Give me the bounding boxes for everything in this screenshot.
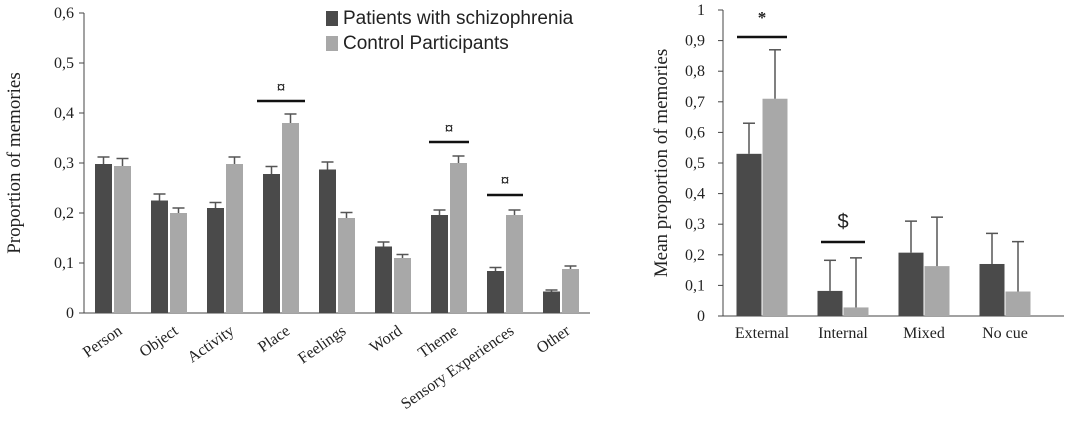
- bar-person-patients: [95, 164, 112, 313]
- x-tick-label-external: External: [735, 325, 790, 342]
- significance-marker-sensory-experiences: ¤: [501, 171, 510, 190]
- bar-mixed-patients: [898, 252, 924, 316]
- panel2-y-tick-label: 0,9: [685, 33, 705, 50]
- panel1-y-axis-label: Proportion of memories: [4, 72, 25, 254]
- bar-object-patients: [151, 200, 168, 313]
- panel1-y-tick-label: 0,6: [54, 5, 74, 22]
- bar-no-cue-controls: [1005, 291, 1031, 316]
- panel2-y-tick-label: 0,4: [685, 186, 705, 203]
- bar-no-cue-patients: [979, 263, 1005, 316]
- panel1-y-tick-label: 0,1: [54, 255, 74, 272]
- bar-sensory-experiences-controls: [506, 215, 523, 313]
- bar-other-controls: [562, 269, 579, 313]
- bar-theme-patients: [431, 215, 448, 313]
- panel2-y-tick-label: 0,2: [685, 247, 705, 264]
- bar-sensory-experiences-patients: [487, 271, 504, 313]
- x-tick-label-no-cue: No cue: [982, 325, 1028, 342]
- panel2-y-tick-label: 0,6: [685, 124, 705, 141]
- bar-place-controls: [282, 123, 299, 313]
- x-tick-label-activity: Activity: [185, 322, 238, 366]
- panel2-y-tick-label: 0,7: [685, 94, 705, 111]
- bar-activity-controls: [226, 164, 243, 313]
- significance-marker-external: *: [758, 8, 767, 27]
- panel2-y-tick-label: 1: [697, 2, 705, 19]
- significance-marker-theme: ¤: [445, 119, 454, 138]
- x-tick-label-word: Word: [367, 322, 406, 356]
- bar-person-controls: [114, 166, 131, 313]
- bar-mixed-controls: [924, 266, 950, 316]
- bar-word-patients: [375, 246, 392, 313]
- panel2-y-tick-label: 0,8: [685, 63, 705, 80]
- x-tick-label-feelings: Feelings: [295, 322, 349, 367]
- significance-marker-place: ¤: [277, 78, 286, 97]
- panel1-y-tick-label: 0: [66, 305, 74, 322]
- bar-other-patients: [543, 291, 560, 313]
- x-tick-label-place: Place: [255, 322, 293, 356]
- significance-marker-internal: $: [837, 211, 848, 233]
- panel2-y-axis-label: Mean proportion of memories: [651, 49, 672, 277]
- bar-theme-controls: [450, 163, 467, 313]
- bar-feelings-controls: [338, 218, 355, 313]
- bar-activity-patients: [207, 208, 224, 313]
- panel2-y-tick-label: 0,5: [685, 155, 705, 172]
- x-tick-label-other: Other: [534, 322, 574, 357]
- legend-label-patients: Patients with schizophrenia: [343, 8, 574, 29]
- bar-feelings-patients: [319, 169, 336, 313]
- bar-external-controls: [762, 98, 788, 317]
- legend-swatch-controls: [326, 36, 338, 51]
- bar-place-patients: [263, 174, 280, 313]
- panel2-y-tick-label: 0,1: [685, 277, 705, 294]
- bar-external-patients: [736, 153, 762, 316]
- bar-internal-patients: [817, 290, 843, 316]
- panel1-y-tick-label: 0,5: [54, 55, 74, 72]
- x-tick-label-internal: Internal: [818, 325, 868, 342]
- x-tick-label-theme: Theme: [415, 322, 461, 361]
- bar-word-controls: [394, 258, 411, 313]
- bar-internal-controls: [843, 307, 869, 316]
- legend-swatch-patients: [326, 11, 338, 26]
- legend-label-controls: Control Participants: [343, 33, 509, 54]
- panel1-y-tick-label: 0,2: [54, 205, 74, 222]
- x-tick-label-mixed: Mixed: [903, 325, 945, 342]
- bar-object-controls: [170, 213, 187, 313]
- x-tick-label-object: Object: [137, 322, 182, 361]
- panel2-y-tick-label: 0,3: [685, 216, 705, 233]
- panel2-y-tick-label: 0: [697, 308, 705, 325]
- panel1-y-tick-label: 0,4: [54, 105, 74, 122]
- x-tick-label-person: Person: [80, 322, 125, 361]
- panel1-y-tick-label: 0,3: [54, 155, 74, 172]
